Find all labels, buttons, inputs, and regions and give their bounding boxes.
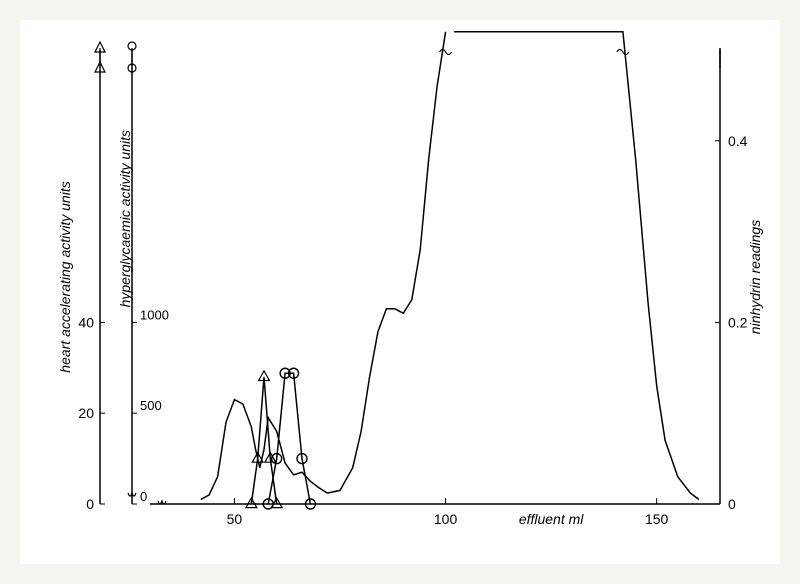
- svg-text:0.4: 0.4: [728, 133, 748, 149]
- svg-text:1000: 1000: [140, 307, 169, 322]
- svg-text:effluent ml: effluent ml: [519, 511, 584, 527]
- svg-text:100: 100: [434, 511, 458, 527]
- svg-text:20: 20: [78, 405, 94, 421]
- svg-text:150: 150: [645, 511, 669, 527]
- svg-text:50: 50: [227, 511, 243, 527]
- svg-text:0.2: 0.2: [728, 314, 748, 330]
- svg-text:0: 0: [86, 496, 94, 512]
- svg-text:0: 0: [140, 489, 147, 504]
- svg-text:ninhydrin readings: ninhydrin readings: [747, 220, 763, 334]
- svg-text:40: 40: [78, 314, 94, 330]
- svg-text:500: 500: [140, 398, 162, 413]
- svg-text:hyperglycaemic activity units: hyperglycaemic activity units: [117, 130, 133, 307]
- svg-text:heart accelerating activity un: heart accelerating activity units: [57, 181, 73, 372]
- svg-text:0: 0: [728, 496, 736, 512]
- chromatography-chart: 50 100 150 effluent ml 0 20 40 0 500 1000 0 0.2 0.4 h…: [20, 20, 780, 564]
- chart-container: 50 100 150 effluent ml 0 20 40 0 500 1000 0 0.2 0.4 h…: [20, 20, 780, 564]
